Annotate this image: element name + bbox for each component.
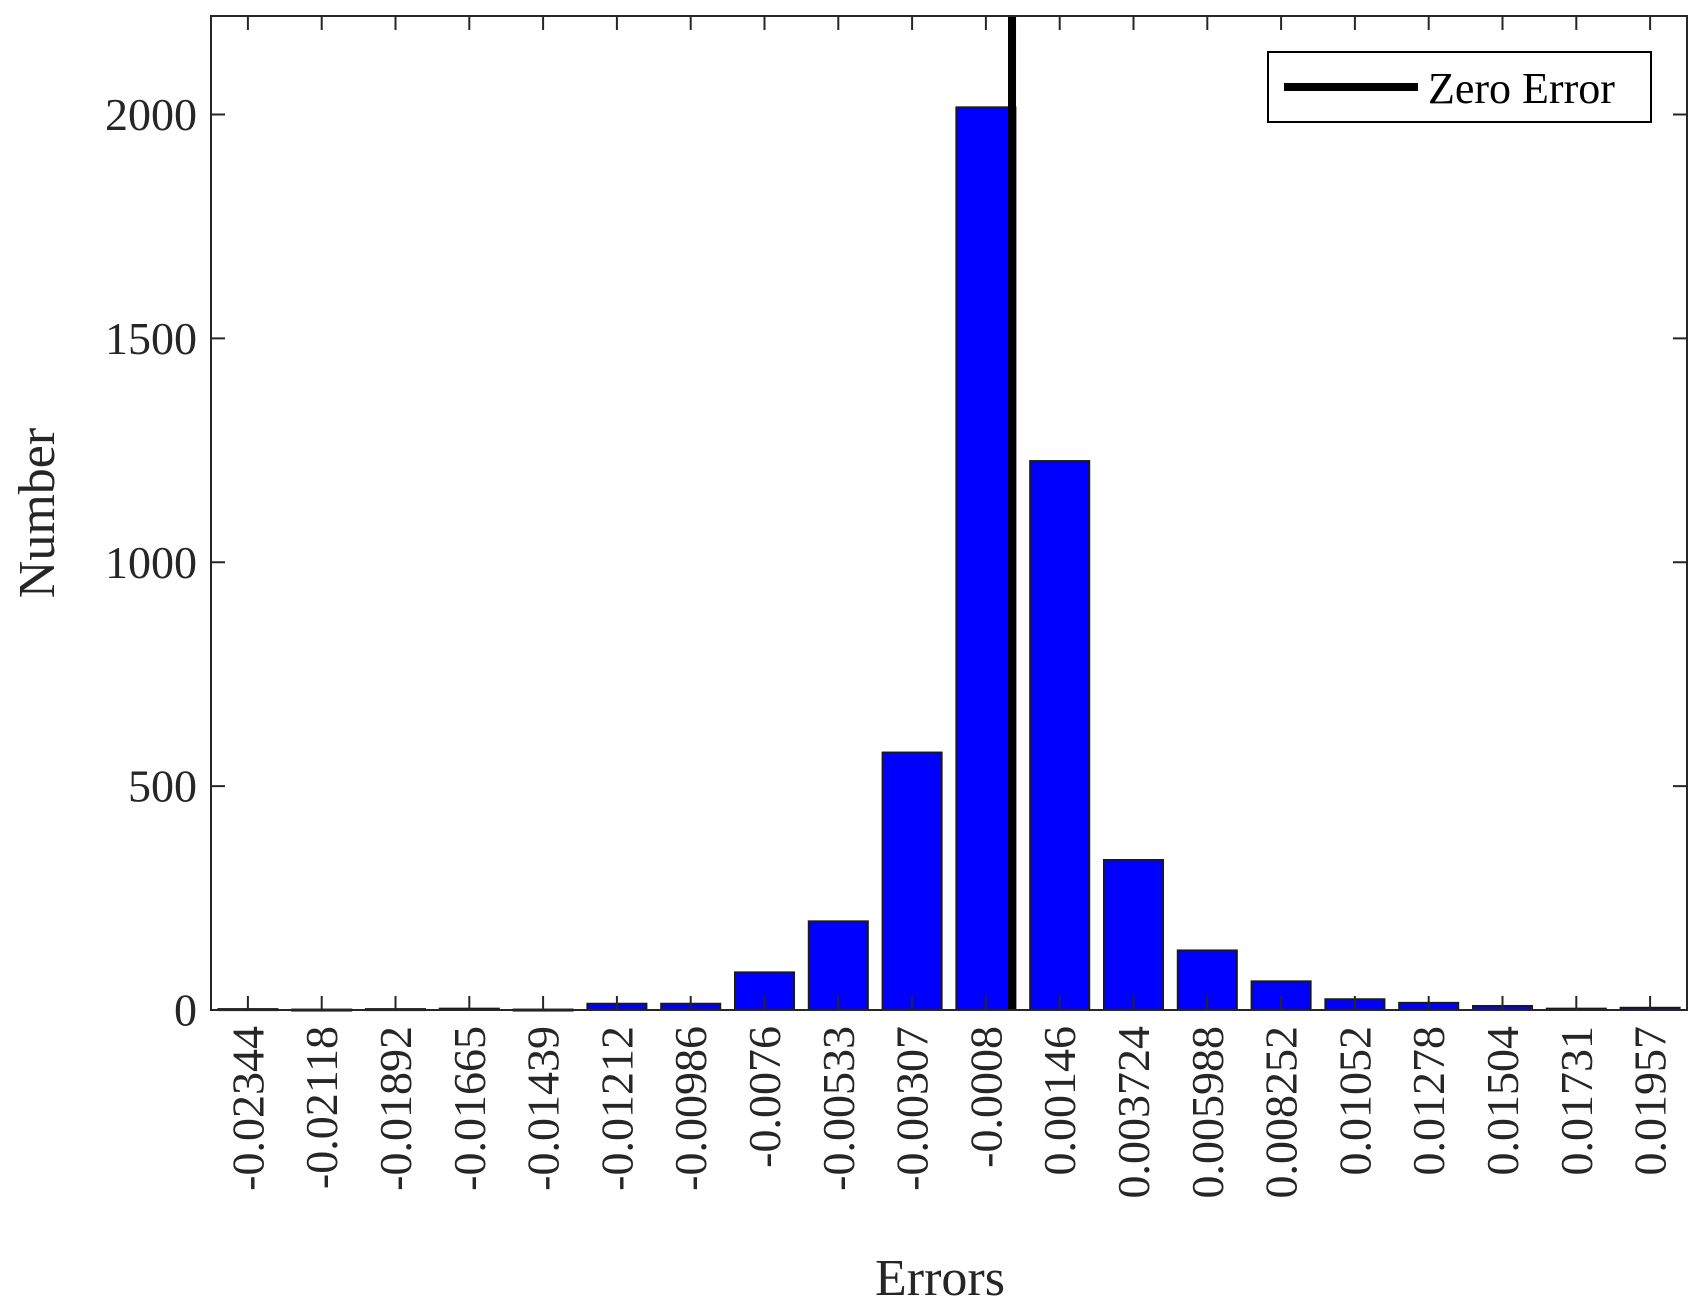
x-tick-label: 0.01052 [1329,1026,1380,1176]
x-tick-label: 0.01278 [1403,1026,1454,1176]
x-tick-label: 0.008252 [1256,1026,1307,1199]
x-tick-label: 0.003724 [1108,1026,1159,1199]
histogram-bar [1102,859,1165,1012]
y-tick-labels: 0 500 1000 1500 2000 [105,89,197,1035]
x-tick-label: -0.02118 [296,1026,347,1189]
x-tick-label: 0.01731 [1551,1026,1602,1176]
y-tick-label: 500 [128,761,197,812]
x-tick-label: -0.01212 [591,1026,642,1191]
x-tick-label: -0.01439 [518,1026,569,1191]
x-tick-label: -0.02344 [222,1026,273,1191]
y-tick-label: 1500 [105,313,197,364]
x-tick-label: 0.00146 [1034,1026,1085,1176]
x-tick-label: 0.005988 [1182,1026,1233,1199]
axes-layer [210,15,1688,1011]
bars-layer [217,106,1681,1012]
legend-label-zero-error: Zero Error [1428,64,1615,113]
x-tick-label: 0.01957 [1625,1026,1676,1176]
x-tick-label: -0.00986 [665,1026,716,1191]
x-tick-label: -0.00307 [887,1026,938,1191]
histogram-bar [1029,460,1091,1011]
y-axis-title: Number [9,428,66,598]
x-tick-label: -0.01892 [370,1026,421,1191]
legend: Zero Error [1267,51,1652,123]
x-tick-label: 0.01504 [1477,1026,1528,1176]
histogram-bar [881,751,943,1011]
plot-frame [210,15,1688,1011]
y-tick-label: 1000 [105,537,197,588]
x-tick-label: -0.0008 [960,1026,1011,1168]
x-axis-title: Errors [875,1250,1005,1307]
y-tick-label: 2000 [105,89,197,140]
y-tick-label: 0 [174,985,197,1036]
x-tick-label: -0.0076 [739,1026,790,1168]
histogram-bar [955,106,1017,1012]
x-tick-label: -0.01665 [444,1026,495,1191]
x-tick-labels: -0.02344 -0.02118 -0.01892 -0.01665 -0.01439… [222,1026,1675,1199]
x-tick-label: -0.00533 [813,1026,864,1191]
